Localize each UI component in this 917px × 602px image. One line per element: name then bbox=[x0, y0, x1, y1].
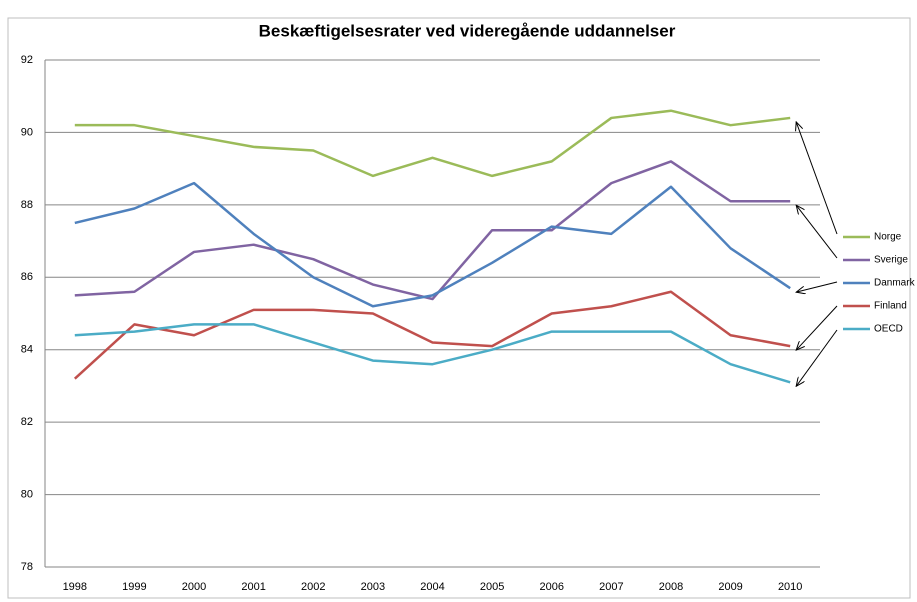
x-tick-label: 2005 bbox=[480, 581, 504, 593]
x-tick-label: 2000 bbox=[182, 581, 206, 593]
y-tick-label: 78 bbox=[21, 561, 33, 573]
series-line bbox=[74, 109, 791, 178]
chart-title: Beskæftigelsesrater ved videregående udd… bbox=[259, 21, 676, 40]
x-tick-label: 1998 bbox=[63, 581, 87, 593]
legend-label: Finland bbox=[874, 301, 907, 312]
x-tick-label: 2003 bbox=[361, 581, 385, 593]
legend-label: Danmark bbox=[874, 278, 916, 289]
series-line bbox=[74, 160, 791, 301]
series-line bbox=[73, 290, 791, 380]
legend-label: OECD bbox=[874, 324, 903, 335]
series-line bbox=[74, 323, 791, 384]
x-tick-label: 2002 bbox=[301, 581, 325, 593]
y-tick-label: 84 bbox=[21, 344, 33, 356]
y-tick-label: 88 bbox=[21, 199, 33, 211]
x-tick-label: 2007 bbox=[599, 581, 623, 593]
chart-border bbox=[7, 17, 911, 599]
legend-label: Sverige bbox=[874, 255, 908, 266]
pointer-arrow bbox=[796, 329, 838, 386]
x-tick-label: 2001 bbox=[241, 581, 265, 593]
x-tick-label: 2004 bbox=[420, 581, 444, 593]
y-tick-label: 92 bbox=[21, 54, 33, 66]
legend-label: Norge bbox=[874, 232, 902, 243]
y-tick-label: 90 bbox=[21, 126, 33, 138]
pointer-arrow bbox=[796, 205, 838, 259]
y-tick-label: 86 bbox=[21, 271, 33, 283]
x-tick-label: 2010 bbox=[778, 581, 802, 593]
pointer-arrow bbox=[796, 122, 838, 235]
x-tick-label: 2009 bbox=[718, 581, 742, 593]
x-tick-label: 1999 bbox=[122, 581, 146, 593]
series-line bbox=[74, 181, 791, 308]
pointer-arrow bbox=[796, 305, 838, 350]
x-tick-label: 2006 bbox=[539, 581, 563, 593]
y-tick-label: 82 bbox=[21, 416, 33, 428]
pointer-arrow bbox=[796, 281, 838, 292]
y-tick-label: 80 bbox=[21, 488, 33, 500]
x-tick-label: 2008 bbox=[659, 581, 683, 593]
